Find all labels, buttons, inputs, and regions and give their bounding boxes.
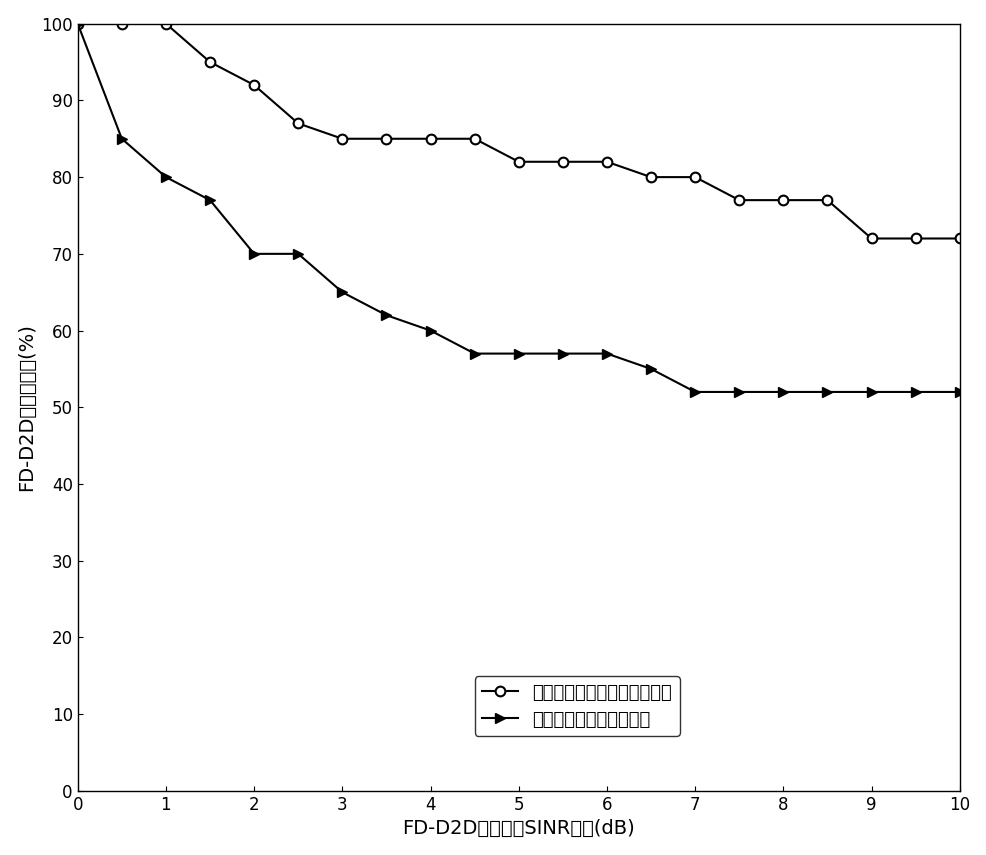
仅进行信道资源管理算法 — [909, 386, 921, 397]
仅进行信道资源管理算法 — [865, 386, 877, 397]
仅进行信道资源管理算法 — [468, 349, 480, 359]
功率控制后进行资源管理算法 — [247, 80, 259, 90]
仅进行信道资源管理算法 — [115, 133, 127, 144]
功率控制后进行资源管理算法 — [820, 195, 832, 205]
仅进行信道资源管理算法 — [247, 249, 259, 259]
功率控制后进行资源管理算法 — [424, 133, 436, 144]
仅进行信道资源管理算法 — [513, 349, 525, 359]
仅进行信道资源管理算法 — [72, 19, 84, 29]
仅进行信道资源管理算法 — [600, 349, 612, 359]
仅进行信道资源管理算法 — [556, 349, 568, 359]
仅进行信道资源管理算法 — [952, 386, 964, 397]
功率控制后进行资源管理算法 — [865, 233, 877, 244]
Legend: 功率控制后进行资源管理算法, 仅进行信道资源管理算法: 功率控制后进行资源管理算法, 仅进行信道资源管理算法 — [474, 676, 679, 736]
功率控制后进行资源管理算法 — [72, 19, 84, 29]
功率控制后进行资源管理算法 — [513, 156, 525, 167]
功率控制后进行资源管理算法 — [777, 195, 789, 205]
功率控制后进行资源管理算法 — [468, 133, 480, 144]
仅进行信道资源管理算法 — [733, 386, 744, 397]
仅进行信道资源管理算法 — [381, 310, 392, 321]
功率控制后进行资源管理算法 — [645, 172, 657, 182]
功率控制后进行资源管理算法 — [556, 156, 568, 167]
功率控制后进行资源管理算法 — [733, 195, 744, 205]
仅进行信道资源管理算法 — [688, 386, 700, 397]
功率控制后进行资源管理算法 — [160, 19, 172, 29]
仅进行信道资源管理算法 — [777, 386, 789, 397]
功率控制后进行资源管理算法 — [336, 133, 348, 144]
X-axis label: FD-D2D用户最低SINR要求(dB): FD-D2D用户最低SINR要求(dB) — [402, 819, 634, 839]
功率控制后进行资源管理算法 — [381, 133, 392, 144]
Line: 功率控制后进行资源管理算法: 功率控制后进行资源管理算法 — [73, 19, 963, 244]
功率控制后进行资源管理算法 — [292, 118, 304, 128]
仅进行信道资源管理算法 — [292, 249, 304, 259]
仅进行信道资源管理算法 — [424, 326, 436, 336]
功率控制后进行资源管理算法 — [204, 57, 216, 68]
功率控制后进行资源管理算法 — [952, 233, 964, 244]
仅进行信道资源管理算法 — [336, 287, 348, 298]
功率控制后进行资源管理算法 — [600, 156, 612, 167]
Y-axis label: FD-D2D用户接入率(%): FD-D2D用户接入率(%) — [17, 323, 35, 492]
仅进行信道资源管理算法 — [160, 172, 172, 182]
功率控制后进行资源管理算法 — [115, 19, 127, 29]
Line: 仅进行信道资源管理算法: 仅进行信道资源管理算法 — [73, 19, 963, 397]
仅进行信道资源管理算法 — [204, 195, 216, 205]
功率控制后进行资源管理算法 — [688, 172, 700, 182]
功率控制后进行资源管理算法 — [909, 233, 921, 244]
仅进行信道资源管理算法 — [645, 363, 657, 374]
仅进行信道资源管理算法 — [820, 386, 832, 397]
